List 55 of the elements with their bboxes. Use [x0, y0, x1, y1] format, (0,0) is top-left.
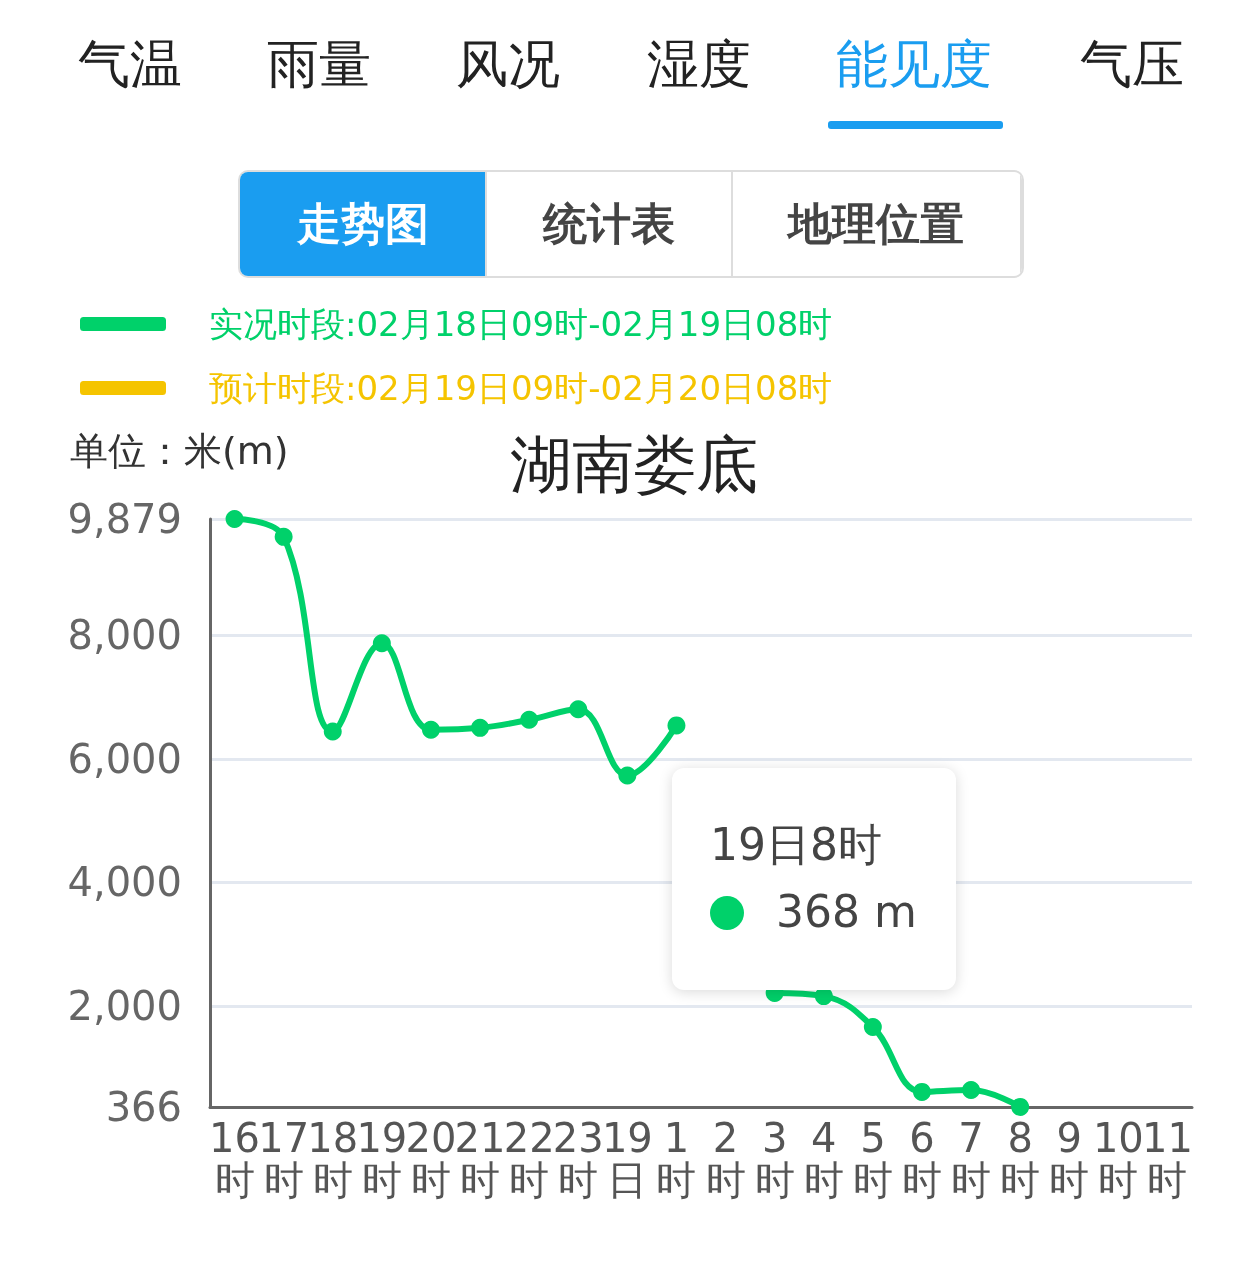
- point: [323, 722, 342, 741]
- point: [225, 510, 244, 528]
- annotation: 19日8时: [710, 818, 882, 872]
- text: 湿度: [647, 33, 751, 96]
- point: [1011, 1097, 1030, 1116]
- text: 雨量: [267, 33, 371, 96]
- x-tick-label: 18时: [307, 1115, 359, 1203]
- point: [912, 1082, 931, 1101]
- point: [274, 527, 293, 546]
- x-tick-label: 20时: [405, 1115, 457, 1203]
- x-tick-label: 9时: [1049, 1115, 1090, 1203]
- point: [667, 716, 686, 735]
- point: [962, 1081, 981, 1100]
- point: [863, 1018, 882, 1037]
- legend-label: 实况时段:02月18日09时-02月19日08时: [209, 304, 833, 344]
- x-tick-label: 10时: [1092, 1115, 1144, 1203]
- y-tick-label: 8,000: [67, 612, 182, 659]
- text: 统计表: [487, 172, 733, 276]
- x-tick-label: 22时: [503, 1115, 555, 1203]
- point: [618, 766, 637, 785]
- x-tick-label: 11时: [1142, 1115, 1193, 1203]
- y-tick-label: 9,879: [67, 496, 182, 542]
- x-tick-label: 17时: [258, 1115, 310, 1203]
- y-axis-title: 单位：米(m): [70, 429, 289, 473]
- y-tick-label: 4,000: [67, 859, 182, 906]
- x-tick-label: 3时: [754, 1115, 795, 1203]
- x-tick-label: 7时: [951, 1115, 992, 1203]
- text: 气压: [1080, 33, 1184, 96]
- point: [569, 700, 588, 719]
- y-tick-label: 366: [105, 1084, 182, 1130]
- x-tick-label: 4时: [803, 1115, 844, 1203]
- x-tick-label: 21时: [454, 1115, 506, 1203]
- x-tick-label: 19时: [356, 1115, 408, 1203]
- y-tick-label: 6,000: [67, 735, 182, 782]
- chart-title: 湖南娄底: [510, 427, 758, 501]
- point: [421, 720, 440, 739]
- text: 能见度: [836, 33, 992, 96]
- x-tick-label: 23时: [552, 1115, 604, 1203]
- text: 气温: [78, 33, 182, 96]
- x-tick-label: 19日: [601, 1115, 653, 1203]
- point: [520, 710, 539, 729]
- x-tick-label: 1时: [656, 1115, 697, 1203]
- text: 走势图: [240, 172, 488, 276]
- point: [471, 718, 490, 737]
- annotation: 368 m: [776, 886, 917, 937]
- y-tick-label: 2,000: [67, 983, 182, 1029]
- x-tick-label: 2时: [705, 1115, 746, 1203]
- x-tick-label: 6时: [901, 1115, 942, 1203]
- x-tick-label: 16时: [209, 1115, 260, 1203]
- x-tick-label: 5时: [852, 1115, 893, 1203]
- x-tick-label: 8时: [1000, 1115, 1041, 1203]
- point: [372, 634, 391, 653]
- legend-label: 预计时段:02月19日09时-02月20日08时: [209, 368, 833, 408]
- text: 地理位置: [732, 172, 1023, 276]
- text: 风况: [456, 33, 560, 96]
